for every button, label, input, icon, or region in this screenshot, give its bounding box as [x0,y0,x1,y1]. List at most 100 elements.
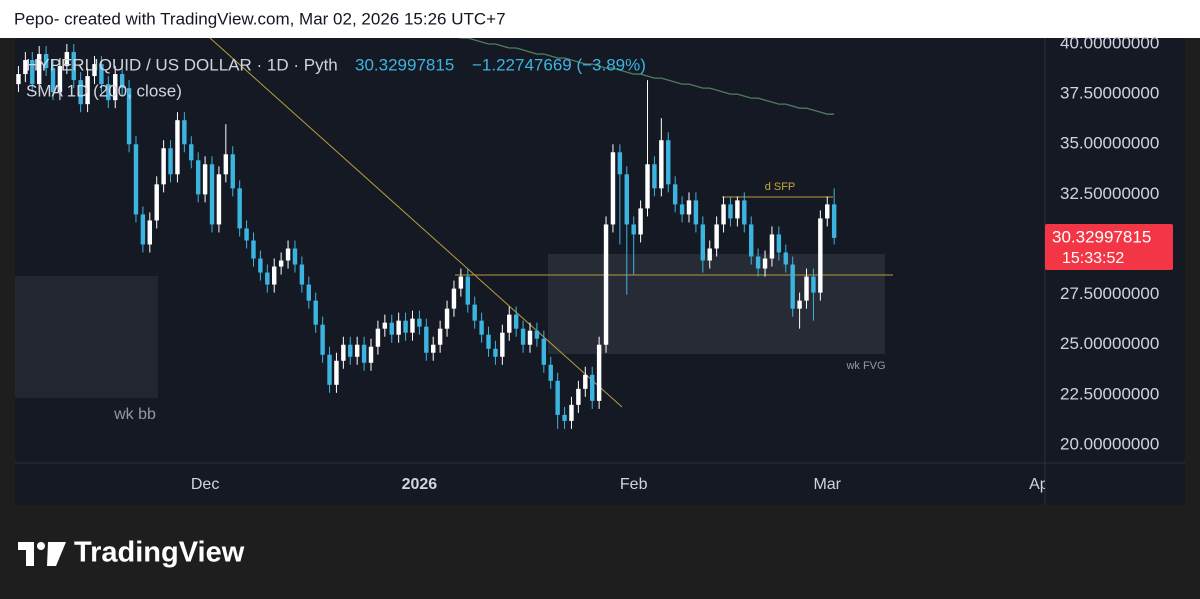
candle-body [389,322,394,335]
price-tag-value: 30.32997815 [1052,227,1151,246]
candle-body [154,184,159,221]
candle-body [182,120,187,145]
candle-body [209,164,215,225]
candle-body [348,344,353,357]
candle-body [306,284,312,301]
candle-body [444,308,450,329]
x-axis: Dec 2026 Feb Mar Apr [191,476,1055,493]
candle-body [672,184,678,205]
candle-body [596,344,602,401]
candle-body [78,80,83,105]
y-tick-label: 32.50000000 [1060,184,1159,203]
candle-body [790,264,795,309]
y-tick-label: 20.00000000 [1060,434,1159,453]
logo-icon [18,542,34,566]
candle-body [527,330,533,345]
candle-body [811,276,816,293]
candle-body [175,120,180,175]
candle-body [714,224,719,249]
candle-body [30,60,35,85]
candle-body [590,374,595,401]
candle-body [797,300,802,309]
candle-body [431,344,436,353]
candle-body [686,200,692,215]
candle-body [272,266,277,285]
candle-body [216,174,222,225]
trend-line [209,38,623,408]
candle-body [113,74,118,101]
candle-body [382,322,388,329]
annotation: d SFP [765,181,796,193]
logo: TradingView [18,537,245,569]
chart-title: HYPERLIQUID / US DOLLAR · 1D · Pyth [26,55,338,74]
candle-body [244,228,249,241]
candle-body [652,164,657,189]
credit: Pepo- created with TradingView.com, Mar … [14,9,506,28]
brand: TradingView [74,537,245,569]
x-tick-label: Mar [813,476,841,493]
candle-body [493,348,498,357]
candle-body [299,264,305,285]
top-bar [0,0,1200,38]
candle-body [479,320,484,335]
wk-fvg-box [548,254,885,354]
candle-body [755,256,761,269]
candle-body [375,328,381,347]
candle-body [106,84,111,101]
candle-body [666,140,671,185]
candle-body [119,74,125,89]
candle-body [534,330,540,339]
candle-body [458,276,464,289]
candle-body [437,328,443,345]
candle-body [16,74,21,85]
plot [16,38,837,429]
candle-body [140,214,146,245]
candle-body [23,60,28,75]
y-tick-label: 35.00000000 [1060,134,1159,153]
candle-body [354,344,360,357]
candle-body [818,218,823,293]
candle-body [161,148,166,185]
annotation: wk FVG [845,360,885,372]
candle-body [85,76,90,105]
y-tick-label: 25.00000000 [1060,334,1159,353]
candle-body [202,164,208,195]
candle-body [313,300,318,325]
candle-body [555,380,560,415]
candle-body [617,152,623,175]
legend-entry: SMA 1D (200, close) [26,81,182,100]
candle-body [500,332,505,357]
candle-body [569,404,574,421]
y-tick-label: 40.00000000 [1060,33,1159,52]
candle-body [804,276,809,301]
chart-panel [15,38,1185,505]
candle-body [278,260,284,267]
candle-body [825,204,830,219]
x-tick-label: Apr [1029,476,1055,493]
candle-body [762,258,768,269]
candle-body [189,144,194,161]
candle-body [735,200,740,219]
candle-body [258,258,263,273]
candle-body [57,66,63,93]
candle-body [769,234,775,259]
logo-icon [37,542,45,550]
candle-body [659,140,664,189]
y-tick-label: 37.50000000 [1060,84,1159,103]
candle-body [693,200,699,225]
candle-body [36,54,42,85]
candle-body [513,314,519,329]
candle-body [721,204,726,225]
price-tag [1045,224,1173,270]
candle-body [748,224,754,257]
annotation: wk bb [113,406,156,423]
candle-body [195,160,201,195]
candle-body [424,326,429,353]
candle-body [230,154,235,189]
candle-body [417,318,422,327]
candle-body [43,54,49,69]
candle-body [64,52,70,67]
candle-body [776,234,782,253]
sma-line [458,38,835,115]
